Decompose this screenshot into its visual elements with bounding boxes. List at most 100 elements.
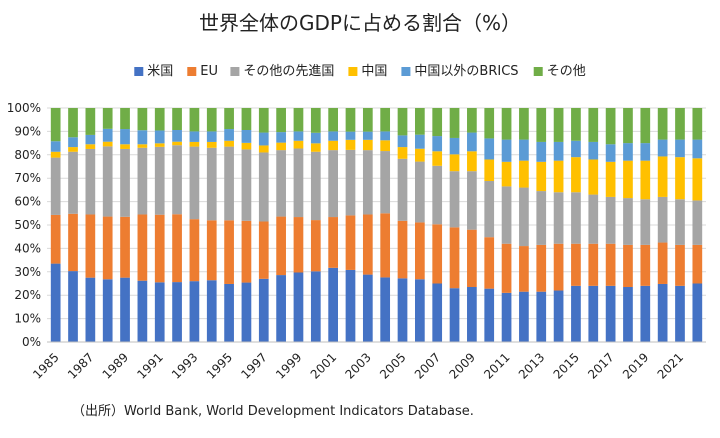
bar-segment <box>293 131 304 141</box>
bar-segment <box>258 278 269 342</box>
bar-segment <box>206 141 217 148</box>
bar-segment <box>484 181 495 238</box>
legend-label: その他 <box>547 64 586 79</box>
bar-segment <box>692 200 703 245</box>
bar-segment <box>414 148 425 162</box>
bar-segment <box>224 129 234 141</box>
bar-segment <box>623 108 633 144</box>
bar-segment <box>675 108 685 140</box>
x-tick-label: 1989 <box>100 350 131 381</box>
bar-segment <box>623 244 633 288</box>
bar-segment <box>310 143 321 152</box>
bar-segment <box>328 217 339 268</box>
bar-segment <box>484 159 495 182</box>
bar-segment <box>657 108 668 140</box>
source-note: （出所）World Bank, World Development Indica… <box>72 404 474 419</box>
bar-segment <box>206 280 217 342</box>
bar-segment <box>154 146 165 215</box>
bar-segment <box>276 108 286 133</box>
x-tick-label: 2005 <box>377 350 408 381</box>
bar-segment <box>449 154 460 172</box>
bar-segment <box>310 220 321 272</box>
bar-segment <box>172 214 182 283</box>
y-tick-label: 0% <box>22 335 41 349</box>
bar-segment <box>657 283 668 342</box>
legend-swatch <box>230 67 240 76</box>
bar-segment <box>362 150 373 215</box>
bar-segment <box>189 141 200 147</box>
x-tick-label: 2011 <box>481 350 512 381</box>
legend-label: その他の先進国 <box>243 64 334 79</box>
x-tick-label: 2017 <box>585 350 616 381</box>
bar-stack-1996 <box>241 108 252 342</box>
bar-segment <box>137 144 148 148</box>
bar-segment <box>102 128 113 142</box>
bar-segment <box>154 130 165 144</box>
bar-segment <box>258 221 269 279</box>
bar-stack-2009 <box>467 108 477 342</box>
x-tick-label: 2019 <box>620 350 651 381</box>
bar-segment <box>276 142 286 151</box>
bar-stack-1991 <box>154 108 165 342</box>
bar-segment <box>85 144 96 149</box>
bar-segment <box>640 199 651 245</box>
bar-segment <box>50 263 61 342</box>
x-tick-label: 2001 <box>308 350 339 381</box>
bar-segment <box>501 161 512 187</box>
bar-segment <box>605 108 616 145</box>
bar-segment <box>137 130 148 145</box>
bar-stack-1999 <box>293 108 304 342</box>
bar-segment <box>328 108 339 132</box>
bar-segment <box>380 140 391 152</box>
bar-segment <box>224 140 234 147</box>
bar-segment <box>605 243 616 286</box>
bar-segment <box>328 267 339 342</box>
bar-segment <box>605 285 616 342</box>
bar-segment <box>484 288 495 342</box>
bar-segment <box>571 192 581 244</box>
bar-segment <box>675 199 685 245</box>
bar-segment <box>380 277 391 342</box>
bar-segment <box>362 139 373 151</box>
bar-segment <box>484 237 495 289</box>
bar-segment <box>519 291 529 342</box>
bar-segment <box>102 279 113 342</box>
bar-segment <box>588 108 599 142</box>
bar-segment <box>571 285 581 342</box>
bar-segment <box>467 108 477 133</box>
bar-segment <box>154 282 165 342</box>
y-tick-label: 100% <box>7 101 41 115</box>
bar-stack-2007 <box>432 108 443 342</box>
bar-segment <box>120 144 130 149</box>
bar-segment <box>172 145 182 215</box>
bar-segment <box>362 214 373 275</box>
bar-segment <box>692 244 703 284</box>
bar-segment <box>224 146 234 221</box>
x-tick-label: 2015 <box>551 350 582 381</box>
bar-segment <box>380 213 391 278</box>
bar-segment <box>172 108 182 130</box>
bar-segment <box>467 229 477 288</box>
bar-segment <box>310 271 321 342</box>
bar-segment <box>345 108 356 132</box>
bar-segment <box>657 196 668 243</box>
bar-stack-2008 <box>449 108 460 342</box>
bar-stack-2010 <box>484 108 495 342</box>
bar-segment <box>102 141 113 147</box>
legend-label: 米国 <box>147 64 173 79</box>
bar-segment <box>154 214 165 283</box>
bar-stack-2018 <box>623 108 633 342</box>
bar-segment <box>85 108 96 135</box>
bar-segment <box>189 281 200 342</box>
bar-segment <box>206 131 217 142</box>
x-tick-label: 2009 <box>447 350 478 381</box>
bar-segment <box>536 108 547 142</box>
legend-item: EU <box>187 64 218 79</box>
bar-segment <box>258 132 269 146</box>
bar-segment <box>85 277 96 342</box>
bar-segment <box>519 246 529 292</box>
x-tick-label: 1991 <box>134 350 165 381</box>
bar-segment <box>258 145 269 153</box>
bar-segment <box>120 148 130 217</box>
bar-segment <box>623 198 633 245</box>
